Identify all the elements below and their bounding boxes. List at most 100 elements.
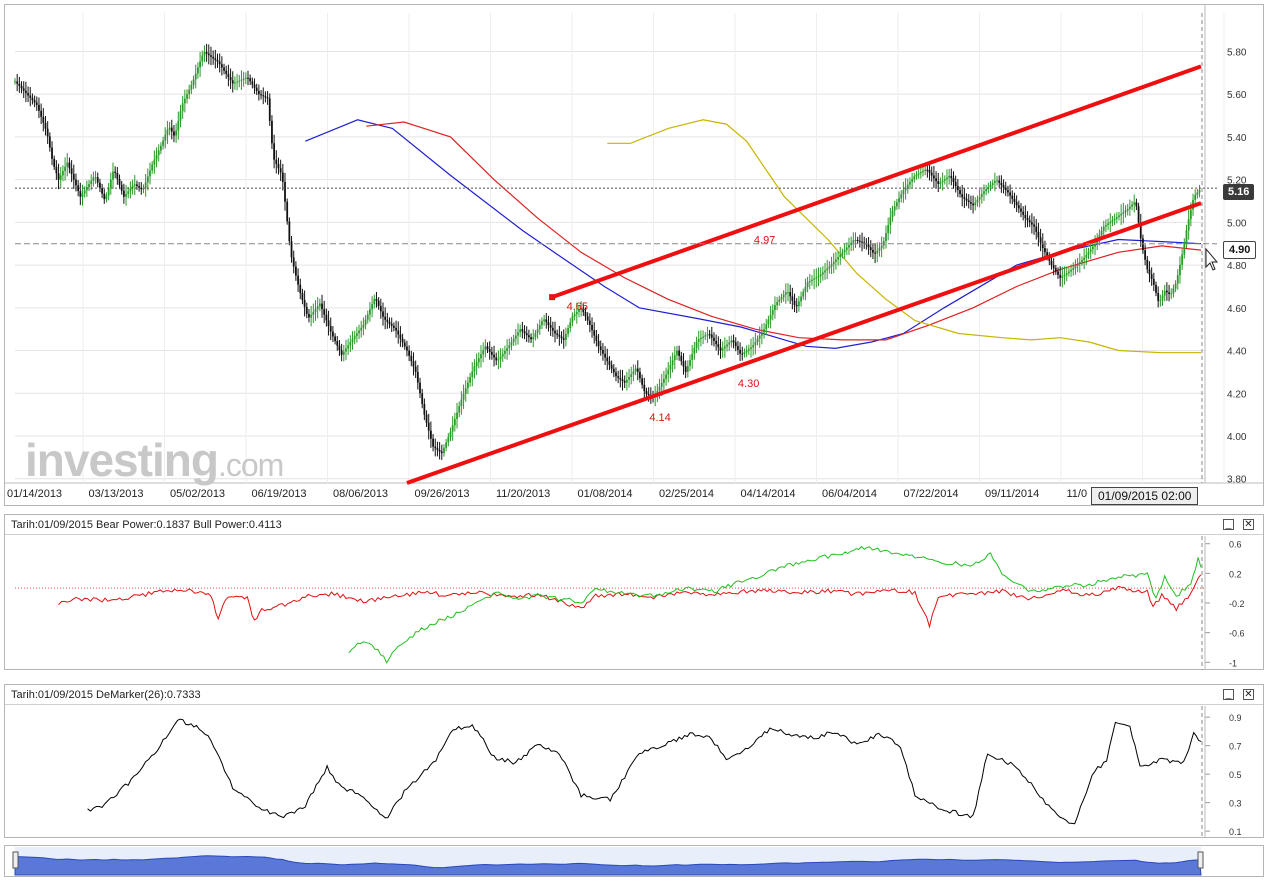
price-candle <box>569 322 572 329</box>
price-candle <box>795 304 798 307</box>
price-candle <box>815 277 818 279</box>
price-candle <box>610 364 613 369</box>
indicator-tick-label: 0.5 <box>1229 770 1242 780</box>
price-candle <box>802 291 805 297</box>
demarker-panel[interactable]: Tarih:01/09/2015 DeMarker(26):0.7333 _ ✕… <box>4 684 1264 838</box>
navigator-left-handle[interactable] <box>12 851 19 869</box>
price-candle <box>279 168 282 173</box>
close-icon[interactable]: ✕ <box>1243 519 1254 530</box>
price-candle <box>1107 223 1109 226</box>
price-candle <box>31 97 34 101</box>
price-candle <box>543 319 546 322</box>
price-candle <box>62 171 64 176</box>
price-candle <box>893 206 896 211</box>
price-candle <box>1020 208 1022 212</box>
price-candle <box>173 131 175 136</box>
price-candle <box>861 241 863 243</box>
price-candle <box>1115 217 1118 219</box>
price-candle <box>362 324 365 328</box>
price-candle <box>874 252 877 254</box>
price-candle <box>1004 187 1007 191</box>
price-candle <box>1013 198 1016 203</box>
price-candle <box>1057 271 1059 275</box>
price-candle <box>408 350 411 356</box>
price-candle <box>81 193 84 197</box>
price-candle <box>334 336 336 342</box>
price-chart[interactable]: 4.65 4.97 4.30 4.14 3.80 4.00 4.20 4.40 4.60 4.8… <box>5 5 1263 505</box>
demarker-chart[interactable]: 0.9 0.7 0.5 0.3 0.1 <box>5 706 1263 838</box>
price-candle <box>101 188 103 194</box>
price-candle <box>959 190 961 195</box>
date-axis: 01/14/2013 03/13/2013 05/02/2013 06/19/2013… <box>7 488 1182 500</box>
price-candle <box>312 311 315 315</box>
price-candle <box>456 412 458 419</box>
price-candle <box>388 321 391 324</box>
price-candle <box>127 191 130 194</box>
price-candle <box>617 376 620 378</box>
price-candle <box>941 180 944 183</box>
price-candle <box>179 111 182 121</box>
price-candle <box>284 181 286 202</box>
price-candle <box>1157 292 1160 301</box>
price-candle <box>1078 262 1081 265</box>
navigator-right-handle[interactable] <box>1197 851 1204 869</box>
price-chart-panel[interactable]: 4.65 4.97 4.30 4.14 3.80 4.00 4.20 4.40 4.60 4.8… <box>4 4 1264 506</box>
price-candle <box>632 371 635 375</box>
price-candle <box>286 201 289 222</box>
navigator-chart[interactable] <box>5 846 1263 876</box>
price-candle <box>406 346 408 351</box>
price-candle <box>1002 185 1005 188</box>
date-tick-label: 01/14/2013 <box>7 488 62 500</box>
minimize-icon[interactable]: _ <box>1223 519 1234 530</box>
price-candle <box>22 88 25 91</box>
price-candle <box>763 329 765 333</box>
price-candle <box>203 51 206 56</box>
price-candle <box>1067 271 1070 274</box>
price-candle <box>340 350 343 355</box>
price-candle <box>989 184 992 187</box>
price-candle <box>120 184 123 191</box>
bear-bull-chart[interactable]: 0.6 0.2 -0.2 -0.6 -1 <box>5 536 1263 670</box>
price-candle <box>743 352 746 354</box>
price-candle <box>244 77 247 79</box>
price-candle <box>94 177 97 179</box>
minimize-icon[interactable]: _ <box>1223 689 1234 700</box>
price-candle <box>183 98 186 104</box>
price-candle <box>234 82 236 84</box>
price-candle <box>471 371 474 377</box>
navigator-panel[interactable] <box>4 845 1264 877</box>
price-candle <box>985 188 988 192</box>
demarker-header: Tarih:01/09/2015 DeMarker(26):0.7333 <box>5 685 1263 705</box>
price-candle <box>972 203 974 206</box>
price-candle <box>737 346 739 350</box>
price-candle <box>299 284 302 294</box>
price-tick-label: 4.40 <box>1227 347 1247 358</box>
price-candle <box>939 182 942 184</box>
price-candle <box>188 89 191 95</box>
price-candle <box>665 374 667 379</box>
price-candle <box>954 182 957 187</box>
price-candle <box>371 304 374 310</box>
annotation-label: 4.65 <box>567 301 588 313</box>
price-candle <box>776 301 779 306</box>
price-candle <box>386 319 389 322</box>
close-icon[interactable]: ✕ <box>1243 689 1254 700</box>
price-candle <box>510 342 513 346</box>
price-candle <box>42 116 45 123</box>
price-candle <box>1030 222 1033 225</box>
price-candle <box>175 130 178 136</box>
price-candle <box>639 371 641 379</box>
price-candle <box>458 406 461 413</box>
price-candle <box>678 350 681 356</box>
price-candle <box>584 312 587 317</box>
date-tick-label: 11/20/2013 <box>496 488 550 500</box>
price-candle <box>976 199 979 203</box>
price-candle <box>96 177 99 183</box>
price-candle <box>1120 213 1123 216</box>
date-tick-label: 04/14/2014 <box>741 488 796 500</box>
price-candle <box>18 83 21 87</box>
price-candle <box>445 442 448 448</box>
price-candle <box>268 98 271 121</box>
price-candle <box>310 314 313 318</box>
bear-bull-power-panel[interactable]: Tarih:01/09/2015 Bear Power:0.1837 Bull … <box>4 514 1264 670</box>
